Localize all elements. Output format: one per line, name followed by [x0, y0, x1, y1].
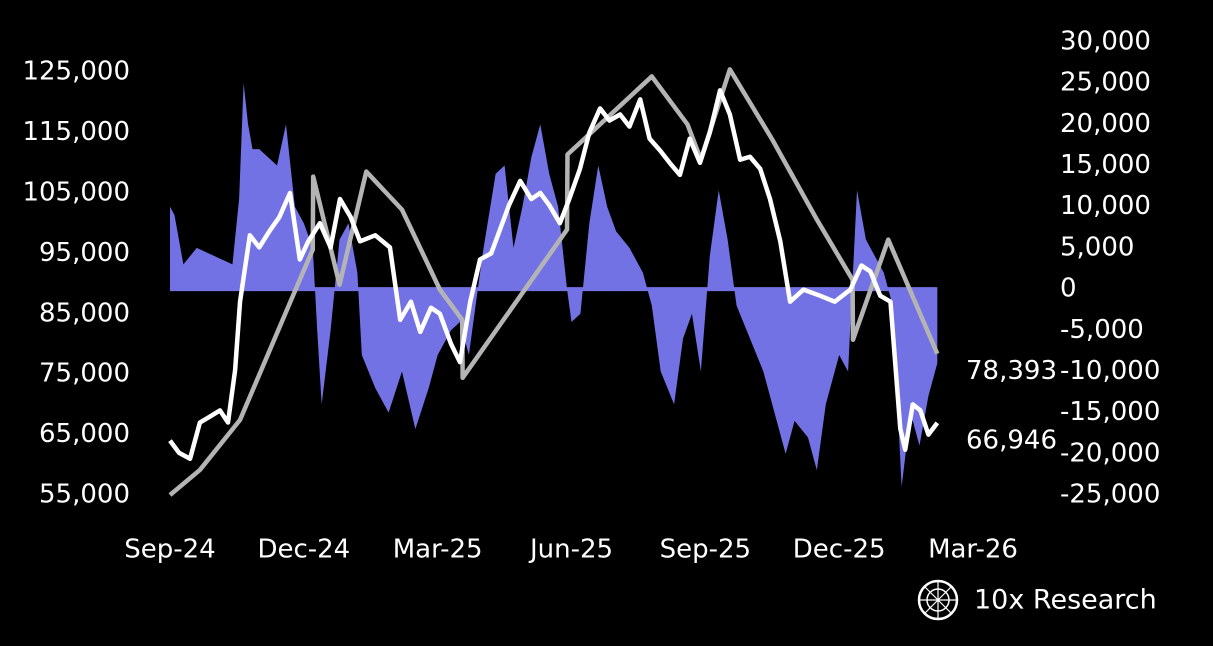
- y-tick-label: 95,000: [39, 238, 130, 268]
- brand-name: 10x Research: [974, 585, 1157, 616]
- x-tick-label: Dec-24: [257, 535, 350, 565]
- line: [168, 67, 940, 497]
- value-label: 66,946: [966, 425, 1057, 455]
- x-tick-label: Dec-25: [793, 535, 886, 565]
- x-tick-label: Jun-25: [528, 535, 613, 565]
- y2-tick-label: 20,000: [1060, 109, 1151, 139]
- y2-tick-label: -5,000: [1060, 315, 1144, 345]
- y2-tick-label: 10,000: [1060, 191, 1151, 221]
- y-tick-label: 65,000: [39, 419, 130, 449]
- y2-tick-label: 0: [1060, 274, 1077, 304]
- y-tick-label: 125,000: [22, 57, 130, 87]
- area: [170, 83, 938, 487]
- brand-logo: [917, 579, 959, 621]
- y-tick-label: 105,000: [22, 178, 130, 208]
- y2-tick-label: -10,000: [1060, 356, 1160, 386]
- x-tick-label: Sep-25: [660, 535, 751, 565]
- y2-tick-label: -20,000: [1060, 438, 1160, 468]
- x-tick-label: Sep-24: [124, 535, 215, 565]
- y-tick-label: 85,000: [39, 298, 130, 328]
- x-tick-label: Mar-26: [928, 535, 1018, 565]
- line: [168, 88, 940, 462]
- y2-tick-label: 5,000: [1060, 232, 1134, 262]
- y2-tick-label: -15,000: [1060, 397, 1160, 427]
- y-tick-label: 55,000: [39, 480, 130, 510]
- y2-tick-label: 25,000: [1060, 68, 1151, 98]
- y2-tick-label: -25,000: [1060, 480, 1160, 510]
- value-label: 78,393: [966, 356, 1057, 386]
- y-tick-label: 115,000: [22, 117, 130, 147]
- y2-tick-label: 30,000: [1060, 27, 1151, 57]
- y-tick-label: 75,000: [39, 359, 130, 389]
- y2-tick-label: 15,000: [1060, 150, 1151, 180]
- x-tick-label: Mar-25: [393, 535, 483, 565]
